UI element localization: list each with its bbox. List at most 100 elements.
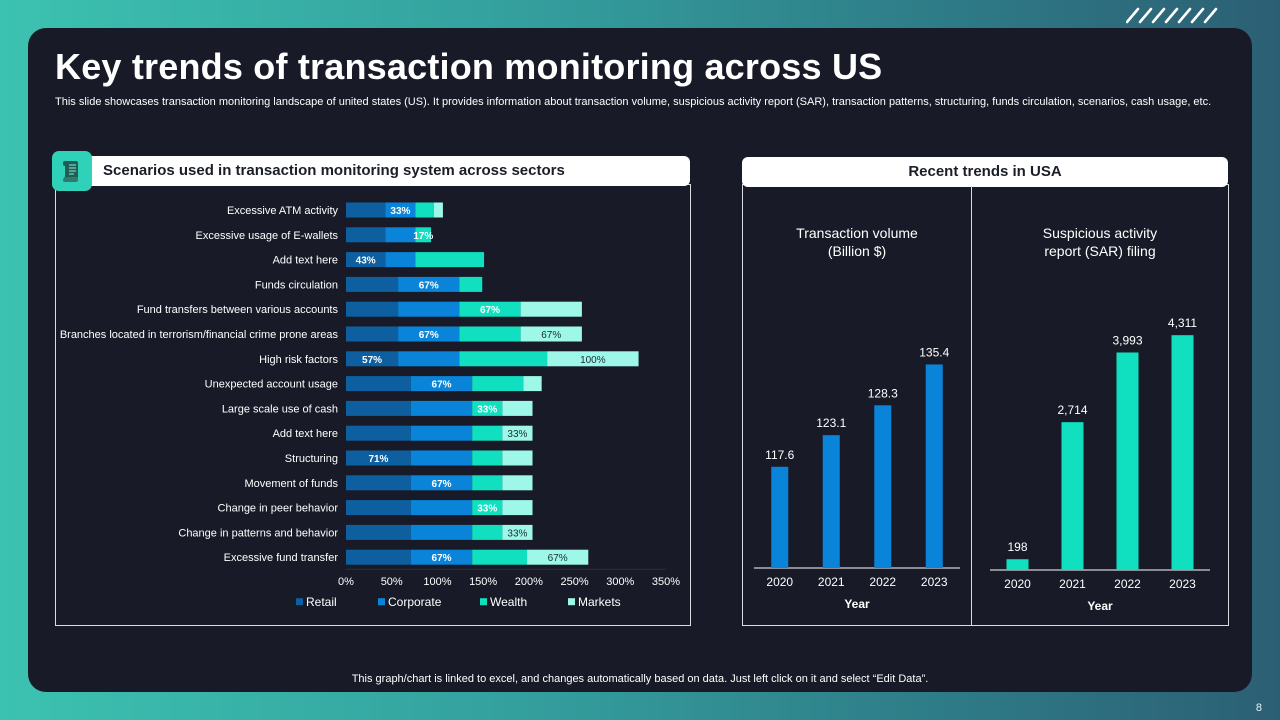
bar-segment-markets [502, 524, 533, 540]
legend-label-corporate: Corporate [388, 595, 442, 609]
x-tick-label: 150% [469, 576, 497, 588]
bar-segment-wealth [472, 376, 524, 392]
bar-segment-retail [346, 202, 386, 218]
bar-segment-wealth [459, 276, 483, 292]
x-tick-label: 2021 [1059, 577, 1086, 591]
bar-segment-corporate [398, 276, 460, 292]
x-tick-label: 50% [381, 576, 403, 588]
bar-segment-corporate [398, 301, 460, 317]
bar-segment-corporate [410, 400, 473, 416]
category-label: Change in peer behavior [218, 503, 339, 515]
category-label: Excessive usage of E-wallets [196, 230, 339, 242]
bar-segment-retail [346, 425, 411, 441]
bar-segment-retail [346, 400, 411, 416]
content-panel: Key trends of transaction monitoring acr… [28, 28, 1252, 692]
bar-segment-retail [346, 524, 411, 540]
x-tick-label: 2021 [818, 575, 845, 589]
data-label: 33% [390, 206, 410, 217]
bar-segment-retail [346, 227, 386, 243]
legend-label-markets: Markets [578, 595, 621, 609]
bar-segment-markets [502, 500, 533, 516]
bar-segment-markets [502, 400, 533, 416]
data-label: 128.3 [868, 386, 898, 400]
charts-divider [971, 186, 972, 626]
scenarios-stacked-bar-chart[interactable]: Excessive ATM activity 33% Excessive usage… [28, 28, 1252, 692]
bar-segment-corporate [410, 549, 473, 565]
x-tick-label: 2022 [1114, 577, 1141, 591]
category-label: Movement of funds [244, 478, 338, 490]
bar-segment-retail [346, 252, 386, 268]
data-label: 67% [548, 553, 568, 564]
bar-segment-retail [346, 475, 411, 491]
data-label: 33% [507, 528, 527, 539]
bar-segment-markets [502, 450, 533, 466]
data-label: 71% [368, 454, 388, 465]
bar-segment-markets [520, 326, 582, 342]
bar-segment-wealth [472, 475, 503, 491]
bar-2021 [822, 435, 840, 568]
category-label: Add text here [273, 255, 338, 267]
bar-segment-wealth [459, 301, 521, 317]
legend-swatch-corporate [378, 598, 385, 606]
bar-segment-corporate [398, 351, 460, 367]
category-label: Funds circulation [255, 279, 338, 291]
category-label: Change in patterns and behavior [178, 527, 338, 539]
bar-segment-wealth [459, 326, 521, 342]
data-label: 117.6 [765, 448, 794, 462]
bar-segment-wealth [472, 524, 503, 540]
bar-segment-wealth [472, 549, 528, 565]
bar-2023 [1171, 335, 1194, 570]
bar-segment-corporate [385, 202, 416, 218]
bar-segment-corporate [410, 475, 473, 491]
bar-segment-retail [346, 301, 399, 317]
legend-label-retail: Retail [306, 595, 337, 609]
chart-title-line: Suspicious activity [1043, 225, 1157, 241]
category-label: Unexpected account usage [205, 379, 338, 391]
chart-title-line: Transaction volume [796, 225, 918, 241]
bar-segment-corporate [398, 326, 460, 342]
data-label: 57% [362, 355, 382, 366]
bar-2020 [771, 466, 789, 568]
bar-segment-wealth [459, 351, 548, 367]
data-label: 135.4 [919, 345, 949, 359]
bar-segment-retail [346, 326, 399, 342]
bar-segment-corporate [410, 376, 473, 392]
bar-segment-corporate [410, 524, 473, 540]
data-label: 123.1 [816, 416, 846, 430]
scenarios-chart-header: Scenarios used in transaction monitoring… [68, 156, 690, 186]
data-label: 33% [507, 429, 527, 440]
data-label: 3,993 [1112, 334, 1142, 348]
legend-swatch-retail [296, 598, 303, 606]
bar-segment-markets [527, 549, 589, 565]
recent-trends-header: Recent trends in USA [742, 157, 1228, 187]
data-label: 67% [432, 380, 452, 391]
bar-segment-markets [520, 301, 582, 317]
x-axis-title: Year [844, 597, 870, 611]
bar-segment-wealth [415, 252, 485, 268]
data-label: 17% [413, 231, 433, 242]
x-tick-label: 2023 [1169, 577, 1196, 591]
category-label: Large scale use of cash [222, 403, 338, 415]
recent-trends-charts[interactable]: Transaction volume (Billion $) 117.6 2020 12… [28, 28, 1252, 692]
data-label: 4,311 [1168, 316, 1197, 330]
bar-segment-wealth [472, 425, 503, 441]
bar-segment-wealth [415, 202, 434, 218]
bar-segment-retail [346, 376, 411, 392]
bar-segment-corporate [410, 450, 473, 466]
x-tick-label: 350% [652, 576, 680, 588]
x-tick-label: 300% [606, 576, 634, 588]
category-label: Structuring [285, 453, 338, 465]
bar-segment-markets [433, 202, 443, 218]
bar-segment-corporate [385, 252, 416, 268]
bar-segment-markets [502, 475, 533, 491]
legend-label-wealth: Wealth [490, 595, 527, 609]
data-label: 67% [432, 553, 452, 564]
bar-segment-wealth [472, 450, 503, 466]
chart-title-line: report (SAR) filing [1044, 243, 1155, 259]
x-tick-label: 100% [423, 576, 451, 588]
legend-swatch-markets [568, 598, 575, 606]
data-label: 67% [432, 479, 452, 490]
data-label: 67% [419, 330, 439, 341]
footer-note: This graph/chart is linked to excel, and… [351, 673, 929, 685]
category-label: Branches located in terrorism/financial … [60, 329, 339, 341]
